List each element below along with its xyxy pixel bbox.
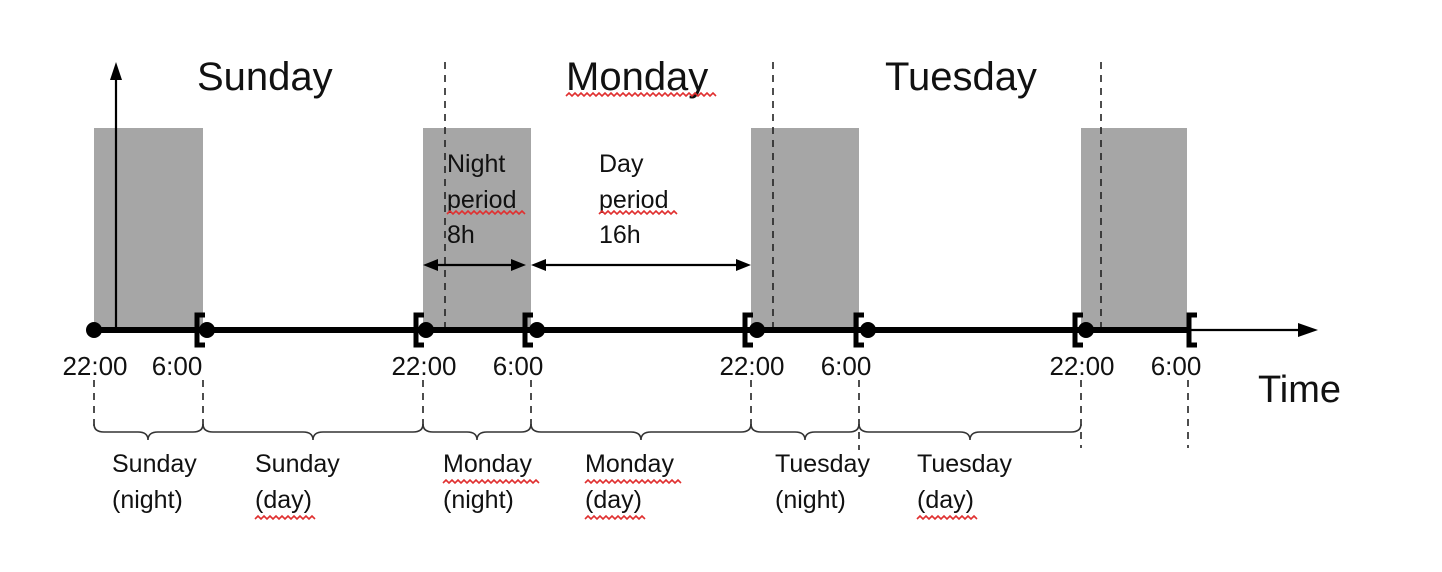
day-period-label-line1: Day xyxy=(599,150,644,178)
segment-brace xyxy=(422,423,532,441)
segment-label-part: (day) xyxy=(585,486,642,514)
tick-label: 6:00 xyxy=(1151,351,1202,381)
segment-label-part: (night) xyxy=(112,486,183,514)
period-start-dot xyxy=(860,322,876,338)
night-period-label-line1: Night xyxy=(447,150,505,178)
day-title-sunday: Sunday xyxy=(197,55,333,99)
segment-brace xyxy=(750,423,860,441)
segment-label-name: Tuesday xyxy=(917,450,1012,478)
period-start-dot xyxy=(86,322,102,338)
night-duration-arrowhead-right xyxy=(511,259,526,271)
period-end-bracket xyxy=(413,312,424,348)
segment-label-part: (day) xyxy=(255,486,312,514)
tick-label: 6:00 xyxy=(493,351,544,381)
night-duration-arrowhead-left xyxy=(423,259,438,271)
segment-label-name: Monday xyxy=(443,450,532,478)
segment-label-name: Sunday xyxy=(112,450,197,478)
day-period-label-line3: 16h xyxy=(599,221,641,249)
spellcheck-underline xyxy=(584,514,646,521)
tick-label: 22:00 xyxy=(1049,351,1114,381)
segment-label-part: (night) xyxy=(443,486,514,514)
segment-label-part: (day) xyxy=(917,486,974,514)
period-end-bracket xyxy=(522,312,533,348)
night-block-4 xyxy=(1081,128,1187,332)
time-axis-label: Time xyxy=(1258,369,1341,411)
segment-brace xyxy=(202,423,424,441)
segment-brace xyxy=(93,423,204,441)
tick-label: 22:00 xyxy=(391,351,456,381)
spellcheck-underline xyxy=(565,91,717,98)
day-duration-arrowhead-left xyxy=(531,259,546,271)
period-end-bracket xyxy=(1072,312,1083,348)
period-end-bracket xyxy=(194,312,205,348)
segment-label-name: Monday xyxy=(585,450,674,478)
period-start-dot xyxy=(1078,322,1094,338)
spellcheck-underline xyxy=(442,478,540,485)
period-start-dot xyxy=(749,322,765,338)
night-block-3 xyxy=(751,128,859,332)
tick-label: 22:00 xyxy=(719,351,784,381)
spellcheck-underline xyxy=(598,209,678,216)
period-end-bracket xyxy=(853,312,864,348)
spellcheck-underline xyxy=(916,514,978,521)
night-period-label-line3: 8h xyxy=(447,221,475,249)
tick-label: 6:00 xyxy=(821,351,872,381)
day-period-label-line2: period xyxy=(599,186,669,214)
night-block-2 xyxy=(423,128,531,332)
vertical-axis-arrowhead xyxy=(110,62,122,80)
segment-label-name: Tuesday xyxy=(775,450,870,478)
period-end-bracket xyxy=(1186,312,1197,348)
night-period-label-line2: period xyxy=(447,186,517,214)
segment-brace xyxy=(530,423,752,441)
day-duration-arrowhead-right xyxy=(736,259,751,271)
tick-label: 22:00 xyxy=(62,351,127,381)
period-start-dot xyxy=(199,322,215,338)
spellcheck-underline xyxy=(584,478,682,485)
day-title-monday: Monday xyxy=(566,55,708,99)
segment-brace xyxy=(858,423,1082,441)
spellcheck-underline xyxy=(254,514,316,521)
period-start-dot xyxy=(418,322,434,338)
night-block-1 xyxy=(94,128,203,332)
day-title-tuesday: Tuesday xyxy=(885,55,1037,99)
period-start-dot xyxy=(529,322,545,338)
segment-label-part: (night) xyxy=(775,486,846,514)
spellcheck-underline xyxy=(446,209,526,216)
time-axis-arrowhead xyxy=(1298,323,1318,337)
tick-label: 6:00 xyxy=(152,351,203,381)
period-end-bracket xyxy=(742,312,753,348)
segment-label-name: Sunday xyxy=(255,450,340,478)
